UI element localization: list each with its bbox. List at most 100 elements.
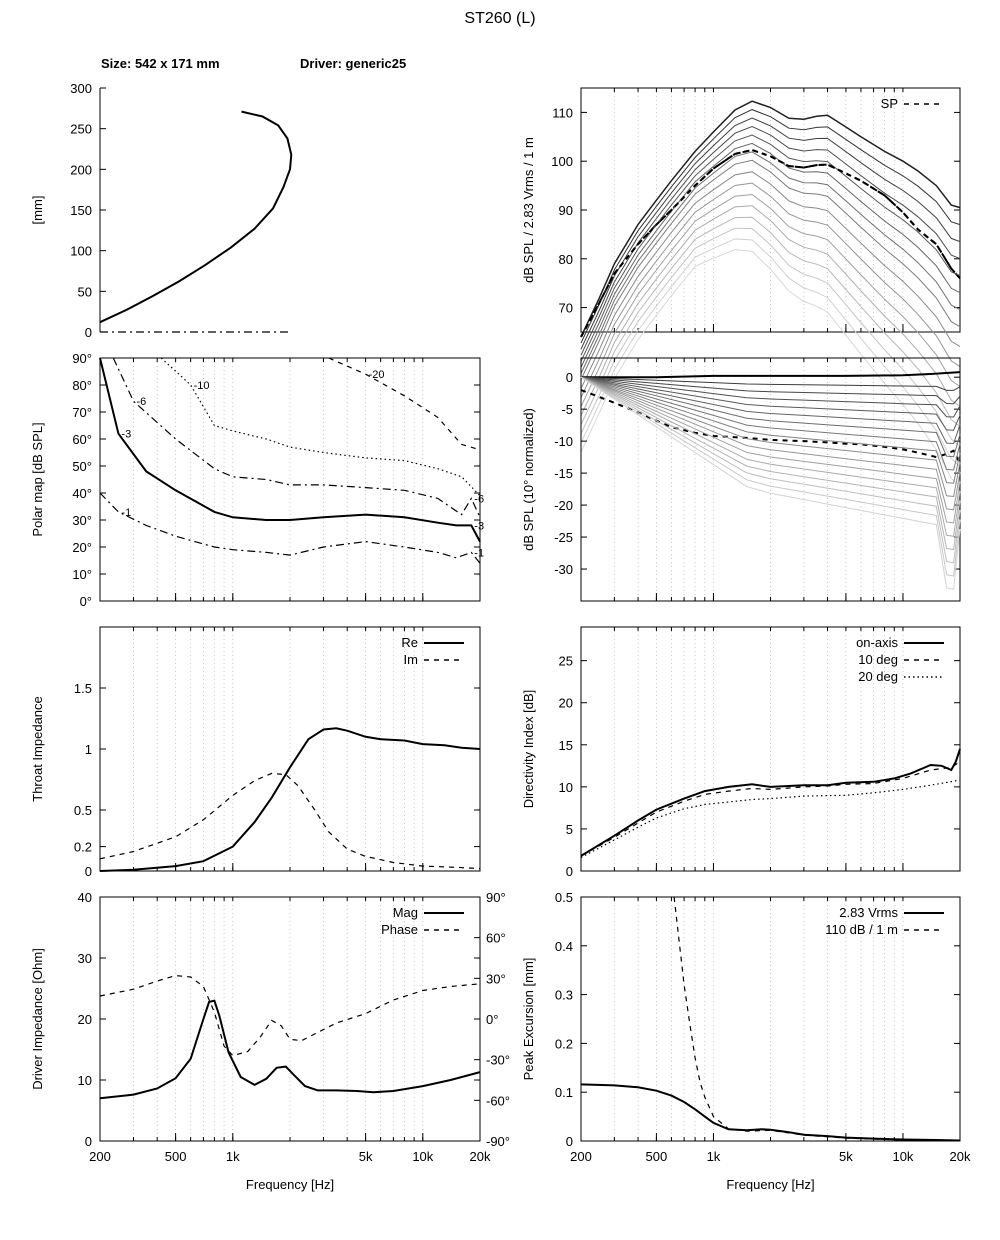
y-tick-label: 10° bbox=[72, 567, 92, 582]
y-tick-label: 0 bbox=[566, 864, 573, 879]
y-tick-label: 0 bbox=[85, 1134, 92, 1149]
off-axis-curve bbox=[580, 159, 961, 380]
off-axis-curve bbox=[580, 193, 961, 407]
off-axis-curve bbox=[580, 376, 961, 537]
series-re bbox=[99, 727, 481, 872]
chart-spl_normalized: -30 -25 -20 -15 -10 -5 0 dB SPL (10° normalized… bbox=[521, 357, 961, 602]
y-axis-label: dB SPL (10° normalized) bbox=[521, 408, 536, 551]
y2-tick-label: -30° bbox=[486, 1053, 510, 1068]
off-axis-curve bbox=[580, 376, 961, 498]
y-tick-label: 90 bbox=[559, 203, 573, 218]
y-tick-label: 0 bbox=[85, 325, 92, 340]
off-axis-curve bbox=[580, 376, 961, 458]
y-tick-label: 60° bbox=[72, 432, 92, 447]
legend-label: Phase bbox=[381, 922, 418, 937]
y-tick-label: 10 bbox=[78, 1073, 92, 1088]
contour-label: -6 bbox=[474, 493, 484, 505]
x-tick-label: 20k bbox=[470, 1149, 491, 1164]
y-tick-label: 0.2 bbox=[555, 1036, 573, 1051]
y2-tick-label: -60° bbox=[486, 1093, 510, 1108]
y2-tick-label: 30° bbox=[486, 971, 506, 986]
y-tick-label: 20 bbox=[559, 696, 573, 711]
contour-label: -20 bbox=[369, 369, 385, 381]
y-tick-label: 30° bbox=[72, 513, 92, 528]
off-axis-curve bbox=[580, 134, 961, 362]
series--1 bbox=[99, 492, 481, 564]
chart-profile: 0 50 100 150 200 250 300 [mm] bbox=[30, 81, 293, 340]
y-tick-label: 1.5 bbox=[74, 681, 92, 696]
contour-label: -1 bbox=[474, 547, 484, 559]
contour-label: -1 bbox=[121, 507, 131, 519]
y-tick-label: 100 bbox=[70, 244, 92, 259]
y-tick-label: 300 bbox=[70, 81, 92, 96]
y-tick-label: 80 bbox=[559, 252, 573, 267]
y-tick-label: -20 bbox=[554, 498, 573, 513]
legend-label: 110 dB / 1 m bbox=[825, 922, 898, 937]
y-tick-label: -10 bbox=[554, 434, 573, 449]
y-tick-label: -25 bbox=[554, 530, 573, 545]
x-axis-label: Frequency [Hz] bbox=[246, 1177, 334, 1192]
chart-throat_impedance: 0 0.2 0.5 1 1.5 Throat Impedance Re Im bbox=[30, 626, 481, 879]
y-axis-label: [mm] bbox=[30, 196, 45, 225]
y-axis-label: dB SPL / 2.83 Vrms / 1 m bbox=[521, 137, 536, 283]
y-tick-label: -5 bbox=[561, 402, 573, 417]
y-tick-label: 0 bbox=[85, 864, 92, 879]
off-axis-curve bbox=[580, 249, 961, 487]
off-axis-curve bbox=[580, 376, 961, 391]
y-tick-label: 30 bbox=[78, 951, 92, 966]
series-im bbox=[99, 772, 481, 870]
off-axis-curve bbox=[580, 238, 961, 467]
chart-peak_excursion: 200 500 1k 5k 10k 20k 0 0.1 0.2 0.3 0.4 0.5 Peak Exc… bbox=[521, 890, 971, 1192]
y-tick-label: 5 bbox=[566, 822, 573, 837]
off-axis-curve bbox=[580, 376, 961, 418]
contour-label: -6 bbox=[136, 396, 146, 408]
x-tick-label: 500 bbox=[165, 1149, 187, 1164]
chart-directivity_index: 0 5 10 15 20 25 Directivity Index [dB] on-axis 1… bbox=[521, 626, 961, 879]
y-tick-label: 15 bbox=[559, 738, 573, 753]
y-tick-label: 0.5 bbox=[555, 890, 573, 905]
off-axis-curve bbox=[580, 376, 961, 511]
legend-label: Re bbox=[401, 635, 418, 650]
driver-label: Driver: generic25 bbox=[300, 56, 406, 71]
y-tick-label: -30 bbox=[554, 562, 573, 577]
off-axis-curve bbox=[580, 376, 961, 577]
y-tick-label: 0 bbox=[566, 370, 573, 385]
off-axis-curve bbox=[580, 376, 961, 484]
series-10-deg bbox=[580, 761, 961, 857]
legend-label: Im bbox=[404, 652, 418, 667]
y-tick-label: 50 bbox=[78, 284, 92, 299]
y-tick-label: 80° bbox=[72, 378, 92, 393]
y-tick-label: 0.5 bbox=[74, 803, 92, 818]
series-sp bbox=[580, 148, 961, 338]
y-axis-label: Polar map [dB SPL] bbox=[30, 422, 45, 536]
y-tick-label: 200 bbox=[70, 162, 92, 177]
legend-label: 2.83 Vrms bbox=[839, 905, 898, 920]
contour-label: -10 bbox=[194, 380, 210, 392]
y-axis-label: Driver Impedance [Ohm] bbox=[30, 948, 45, 1090]
y-tick-label: 70° bbox=[72, 405, 92, 420]
y-axis-label: Directivity Index [dB] bbox=[521, 690, 536, 809]
y-tick-label: 0.2 bbox=[74, 840, 92, 855]
off-axis-curve bbox=[580, 151, 961, 374]
legend-label: Mag bbox=[393, 905, 418, 920]
series--10 bbox=[160, 357, 481, 497]
off-axis-curve bbox=[580, 142, 961, 368]
y2-tick-label: 0° bbox=[486, 1012, 498, 1027]
series-on-axis bbox=[580, 748, 961, 857]
y-tick-label: 90° bbox=[72, 351, 92, 366]
size-label: Size: 542 x 171 mm bbox=[101, 56, 220, 71]
off-axis-curve bbox=[580, 117, 961, 350]
y-tick-label: 20° bbox=[72, 540, 92, 555]
series-0 bbox=[99, 110, 293, 324]
y-tick-label: -15 bbox=[554, 466, 573, 481]
contour-label: -3 bbox=[121, 429, 131, 441]
plot-frame bbox=[99, 357, 481, 602]
x-tick-label: 200 bbox=[89, 1149, 111, 1164]
off-axis-curve bbox=[580, 171, 961, 389]
legend-label: 20 deg bbox=[858, 669, 898, 684]
series-20-deg bbox=[580, 779, 961, 859]
off-axis-curve bbox=[580, 125, 961, 356]
off-axis-curve bbox=[580, 376, 961, 431]
off-axis-curve bbox=[580, 182, 961, 398]
